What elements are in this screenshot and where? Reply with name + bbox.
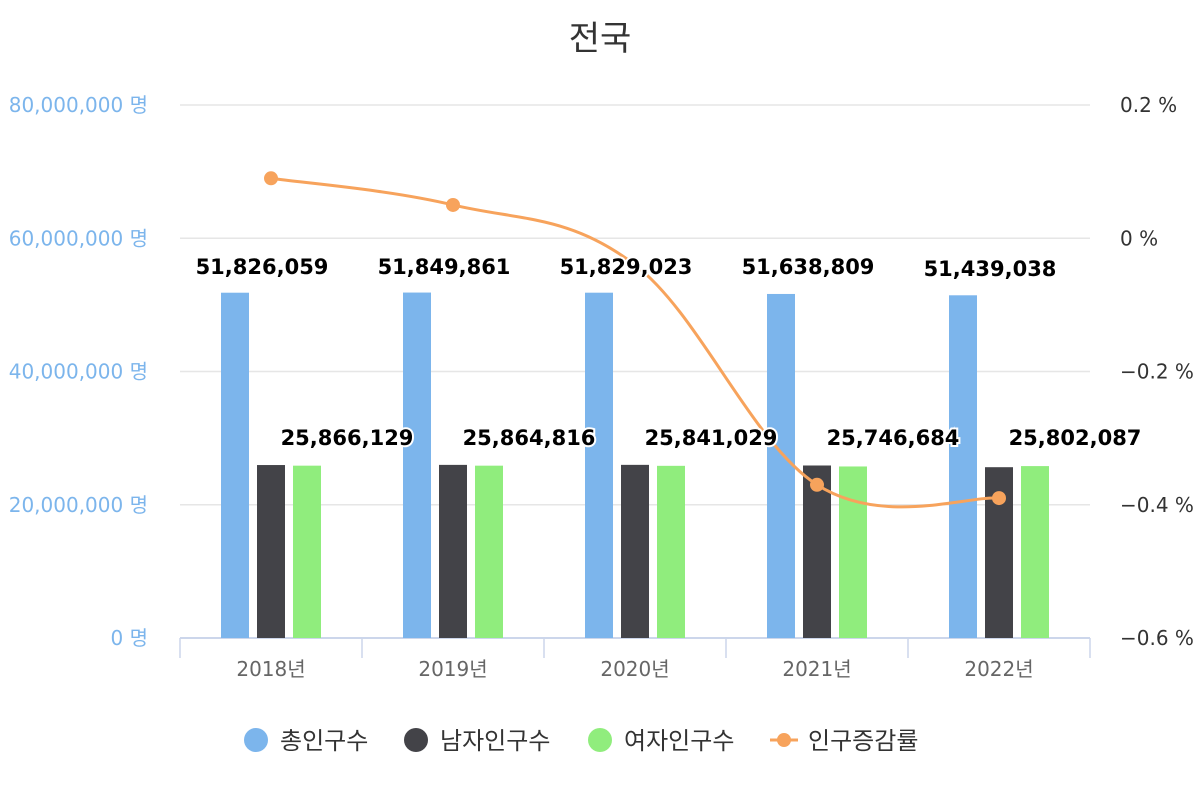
- y-right-tick-label: 0.2 %: [1120, 93, 1177, 117]
- bar-남자인구수-2019년[interactable]: [439, 464, 467, 638]
- y-right-tick-label: −0.6 %: [1120, 626, 1194, 650]
- bar-총인구수-2022년[interactable]: [949, 295, 977, 638]
- bar-총인구수-2018년[interactable]: [221, 292, 249, 638]
- x-tick-label: 2018년: [236, 657, 305, 681]
- bar-남자인구수-2021년[interactable]: [803, 465, 831, 638]
- data-label: 25,864,816: [463, 426, 596, 450]
- chart-title: 전국: [569, 19, 632, 59]
- legend-label: 여자인구수: [624, 727, 734, 755]
- legend-item-인구증감률[interactable]: 인구증감률: [770, 727, 918, 755]
- data-label: 51,849,861: [378, 255, 511, 279]
- x-tick-label: 2022년: [964, 657, 1033, 681]
- bar-총인구수-2021년[interactable]: [767, 293, 795, 638]
- line-point[interactable]: [264, 171, 278, 186]
- legend-marker: [244, 728, 268, 752]
- data-label: 51,829,023: [560, 255, 693, 279]
- legend-label: 총인구수: [280, 727, 368, 755]
- y-left-tick-label: 0 명: [111, 626, 148, 650]
- legend-item-여자인구수[interactable]: 여자인구수: [588, 727, 734, 755]
- bar-여자인구수-2019년[interactable]: [475, 465, 503, 638]
- data-label: 25,746,684: [827, 426, 960, 450]
- bar-총인구수-2020년[interactable]: [585, 292, 613, 638]
- data-label: 51,826,059: [196, 255, 329, 279]
- legend-marker: [404, 728, 428, 752]
- y-left-tick-label: 60,000,000 명: [9, 226, 148, 250]
- data-label: 51,638,809: [742, 255, 875, 279]
- legend-marker: [588, 728, 612, 752]
- legend-item-남자인구수[interactable]: 남자인구수: [404, 727, 550, 755]
- legend-label: 인구증감률: [808, 727, 918, 755]
- y-left-tick-label: 20,000,000 명: [9, 493, 148, 517]
- bar-남자인구수-2020년[interactable]: [621, 464, 649, 638]
- bar-총인구수-2019년[interactable]: [403, 292, 431, 638]
- axes: 0 명 20,000,000 명 40,000,000 명 60,000,000 명 8…: [9, 93, 1194, 681]
- y-left-tick-label: 80,000,000 명: [9, 93, 148, 117]
- y-right-tick-label: −0.4 %: [1120, 493, 1194, 517]
- y-right-tick-label: 0 %: [1120, 226, 1158, 250]
- line-point[interactable]: [810, 477, 824, 492]
- legend-marker: [777, 733, 791, 747]
- line-point[interactable]: [446, 197, 460, 212]
- data-label: 51,439,038: [924, 257, 1057, 281]
- y-left-tick-label: 40,000,000 명: [9, 360, 148, 384]
- bar-여자인구수-2021년[interactable]: [839, 466, 867, 638]
- bar-여자인구수-2018년[interactable]: [293, 465, 321, 638]
- data-labels: 51,826,059 51,849,861 51,829,023 51,638,809…: [194, 253, 1144, 452]
- line-series: [264, 171, 1006, 509]
- x-tick-label: 2019년: [418, 657, 487, 681]
- line-인구증감률: [270, 176, 1000, 509]
- legend-label: 남자인구수: [440, 727, 550, 755]
- y-right-tick-label: −0.2 %: [1120, 360, 1194, 384]
- bars: [221, 292, 1049, 638]
- x-tick-label: 2021년: [782, 657, 851, 681]
- bar-여자인구수-2020년[interactable]: [657, 465, 685, 638]
- line-point[interactable]: [992, 491, 1006, 506]
- x-tick-label: 2020년: [600, 657, 669, 681]
- data-label: 25,866,129: [281, 426, 414, 450]
- bar-여자인구수-2022년[interactable]: [1021, 466, 1049, 638]
- bar-남자인구수-2018년[interactable]: [257, 465, 285, 638]
- legend: 총인구수 남자인구수 여자인구수 인구증감률: [244, 727, 918, 755]
- data-label: 25,841,029: [645, 426, 778, 450]
- legend-item-총인구수[interactable]: 총인구수: [244, 727, 368, 755]
- data-label: 25,802,087: [1009, 426, 1142, 450]
